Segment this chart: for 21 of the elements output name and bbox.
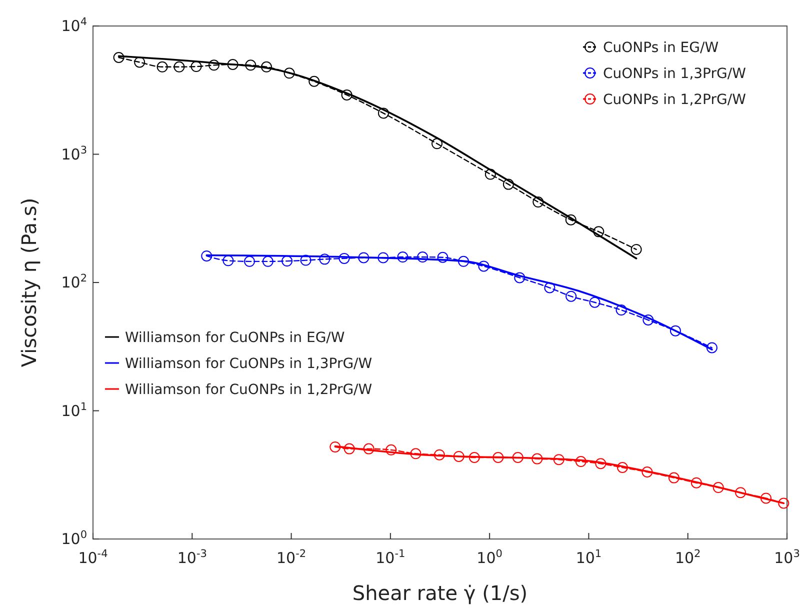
x-tick-label: 10$^{-2}$: [276, 548, 306, 567]
legend-label: CuONPs in 1,3PrG/W: [603, 66, 746, 82]
x-tick-label: 10$^{2}$: [674, 548, 701, 567]
legend-label: Williamson for CuONPs in 1,2PrG/W: [125, 382, 372, 398]
x-axis-title: Shear rate γ̇ (1/s): [352, 581, 528, 605]
x-tick-label: 10$^{-3}$: [177, 548, 207, 567]
x-tick-label: 10$^{3}$: [774, 548, 800, 567]
y-axis-title: Viscosity η (Pa.s): [17, 198, 41, 368]
x-tick-label: 10$^{-1}$: [376, 548, 406, 567]
legend-label: CuONPs in 1,2PrG/W: [603, 92, 746, 108]
y-tick-label: 10$^{2}$: [61, 272, 87, 292]
y-tick-label: 10$^{3}$: [61, 144, 87, 164]
x-tick-label: 10$^{0}$: [476, 548, 502, 567]
legend-label: CuONPs in EG/W: [603, 40, 719, 56]
legend-label: Williamson for CuONPs in EG/W: [125, 330, 345, 346]
legend-label: Williamson for CuONPs in 1,3PrG/W: [125, 356, 372, 372]
y-tick-label: 10$^{0}$: [61, 529, 87, 548]
y-tick-label: 10$^{4}$: [61, 16, 88, 35]
x-tick-label: 10$^{1}$: [576, 548, 602, 567]
y-tick-label: 10$^{1}$: [61, 400, 87, 420]
x-tick-label: 10$^{-4}$: [78, 548, 108, 567]
